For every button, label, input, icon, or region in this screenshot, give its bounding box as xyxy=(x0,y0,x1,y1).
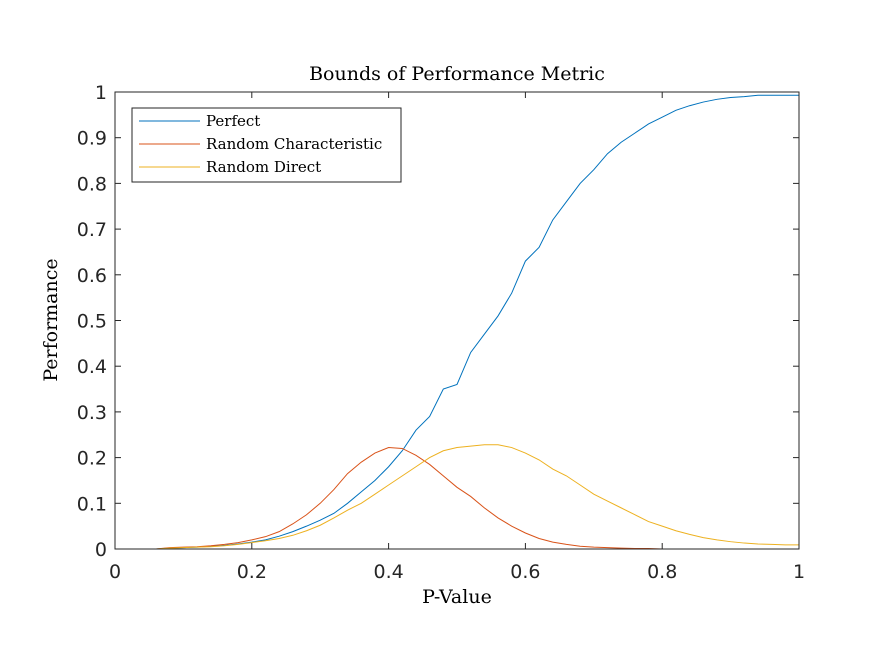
chart-title: Bounds of Performance Metric xyxy=(309,63,605,85)
x-tick-label: 0 xyxy=(109,561,121,583)
x-tick-label: 1 xyxy=(793,561,805,583)
y-tick-label: 0.2 xyxy=(77,448,107,470)
series-line-random-direct xyxy=(115,444,799,550)
y-tick-label: 1 xyxy=(95,82,107,104)
y-tick-label: 0.8 xyxy=(77,173,107,195)
legend-label-perfect: Perfect xyxy=(206,112,260,130)
y-tick-label: 0 xyxy=(95,539,107,561)
y-tick-label: 0.9 xyxy=(77,128,107,150)
y-tick-label: 0.1 xyxy=(77,493,107,515)
y-tick-label: 0.5 xyxy=(77,311,107,333)
y-tick-label: 0.7 xyxy=(77,219,107,241)
y-tick-label: 0.6 xyxy=(77,265,107,287)
y-tick-label: 0.4 xyxy=(77,356,107,378)
x-tick-label: 0.2 xyxy=(237,561,267,583)
y-axis: 0 0.1 0.2 0.3 0.4 0.5 0.6 0.7 0.8 0.9 1 xyxy=(77,82,799,561)
x-axis: 0 0.2 0.4 0.6 0.8 1 xyxy=(109,92,805,583)
y-axis-label: Performance xyxy=(40,258,62,381)
x-tick-label: 0.8 xyxy=(647,561,677,583)
legend-label-random-characteristic: Random Characteristic xyxy=(206,135,382,153)
legend-label-random-direct: Random Direct xyxy=(206,158,321,176)
legend-box xyxy=(131,107,402,183)
y-tick-label: 0.3 xyxy=(77,402,107,424)
x-axis-label: P-Value xyxy=(422,586,492,608)
legend: Perfect Random Characteristic Random Dir… xyxy=(131,107,402,183)
x-tick-label: 0.6 xyxy=(510,561,540,583)
x-tick-label: 0.4 xyxy=(373,561,403,583)
